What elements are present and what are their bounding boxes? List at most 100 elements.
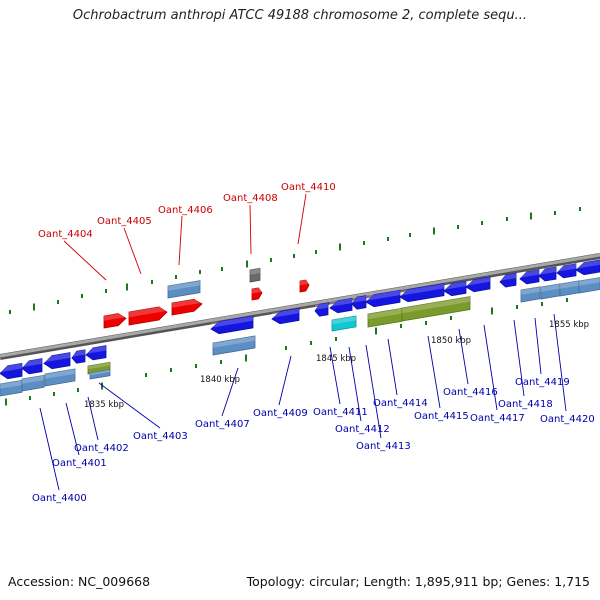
gene-steel[interactable] <box>0 379 23 397</box>
gene-red[interactable] <box>251 287 263 301</box>
tick-mark <box>285 346 287 350</box>
gene-steel[interactable] <box>540 283 561 300</box>
gene-olive[interactable] <box>401 296 471 322</box>
gene-steel[interactable] <box>21 374 45 392</box>
gene-steel[interactable] <box>520 286 541 303</box>
tick-mark <box>375 327 377 335</box>
gene-label[interactable]: Oant_4415 <box>414 411 469 422</box>
gene-red[interactable] <box>103 312 127 329</box>
kbp-label: 1840 kbp <box>200 375 240 385</box>
tick-mark <box>579 207 581 211</box>
gene-olive[interactable] <box>367 307 403 328</box>
tick-mark <box>33 303 35 311</box>
label-leader-line <box>553 313 567 412</box>
kbp-label: 1850 kbp <box>431 336 471 346</box>
label-leader-line <box>98 382 161 429</box>
tick-mark <box>199 270 201 274</box>
tick-mark <box>516 305 518 309</box>
gene-label[interactable]: Oant_4408 <box>223 193 278 204</box>
gene-label[interactable]: Oant_4418 <box>498 399 553 410</box>
gene-blue[interactable] <box>0 362 23 380</box>
gene-gray[interactable] <box>249 267 261 283</box>
tick-mark <box>425 321 427 325</box>
tick-mark <box>105 289 107 293</box>
gene-label[interactable]: Oant_4403 <box>133 431 188 442</box>
chromosome-strand <box>0 253 600 360</box>
gene-label[interactable]: Oant_4416 <box>443 387 498 398</box>
gene-label[interactable]: Oant_4400 <box>32 493 87 504</box>
gene-steel[interactable] <box>212 335 256 356</box>
label-leaders <box>39 193 567 491</box>
label-leader-line <box>483 324 498 411</box>
gene-red[interactable] <box>299 279 310 293</box>
gene-steel[interactable] <box>89 369 111 380</box>
tick-mark <box>126 283 128 291</box>
tick-mark <box>554 211 556 215</box>
gene-blue[interactable] <box>365 289 401 308</box>
gene-blue[interactable] <box>465 276 491 293</box>
gene-blue[interactable] <box>271 307 300 325</box>
kbp-label: 1855 kbp <box>549 320 589 330</box>
gene-label[interactable]: Oant_4404 <box>38 229 93 240</box>
tick-mark <box>175 275 177 279</box>
label-leader-line <box>65 402 80 456</box>
tick-mark <box>481 221 483 225</box>
gene-label[interactable]: Oant_4405 <box>97 216 152 227</box>
tick-mark <box>530 212 532 220</box>
gene-label[interactable]: Oant_4412 <box>335 424 390 435</box>
gene-label[interactable]: Oant_4402 <box>74 443 129 454</box>
label-leader-line <box>123 227 142 275</box>
gene-label[interactable]: Oant_4407 <box>195 419 250 430</box>
label-leader-line <box>87 396 99 441</box>
tick-mark <box>81 294 83 298</box>
gene-blue[interactable] <box>43 352 71 370</box>
gene-label[interactable]: Oant_4414 <box>373 398 428 409</box>
tick-mark <box>220 360 222 364</box>
tick-mark <box>9 310 11 314</box>
gene-blue[interactable] <box>399 283 445 303</box>
gene-label[interactable]: Oant_4409 <box>253 408 308 419</box>
tick-mark <box>457 225 459 229</box>
tick-mark <box>335 337 337 341</box>
gene-blue[interactable] <box>351 295 367 310</box>
gene-label[interactable]: Oant_4419 <box>515 377 570 388</box>
tick-mark <box>195 364 197 368</box>
label-leader-line <box>297 193 307 245</box>
kbp-label: 1835 kbp <box>84 400 124 410</box>
gene-blue[interactable] <box>499 272 517 288</box>
gene-steel[interactable] <box>559 280 580 297</box>
gene-label[interactable]: Oant_4401 <box>52 458 107 469</box>
gene-red[interactable] <box>128 305 168 326</box>
gene-blue[interactable] <box>85 345 107 361</box>
tick-mark <box>541 302 543 306</box>
tick-mark <box>151 280 153 284</box>
gene-label[interactable]: Oant_4413 <box>356 441 411 452</box>
tick-mark <box>450 316 452 320</box>
gene-red[interactable] <box>171 297 203 316</box>
tick-mark <box>491 307 493 315</box>
gene-cyan[interactable] <box>331 315 357 332</box>
gene-blue[interactable] <box>556 263 577 279</box>
gene-label[interactable]: Oant_4411 <box>313 407 368 418</box>
gene-label[interactable]: Oant_4410 <box>281 182 336 193</box>
gene-steel[interactable] <box>44 368 76 387</box>
gene-label[interactable]: Oant_4417 <box>470 413 525 424</box>
gene-blue[interactable] <box>210 315 254 335</box>
gene-blue[interactable] <box>314 302 329 317</box>
gene-blue[interactable] <box>538 266 557 282</box>
label-leader-line <box>513 319 525 397</box>
gene-label[interactable]: Oant_4420 <box>540 414 595 425</box>
gene-blue[interactable] <box>71 349 86 364</box>
tick-mark <box>310 341 312 345</box>
gene-labels: Oant_4400 Oant_4401 Oant_4402 Oant_4403 Oant… <box>32 182 595 504</box>
gene-steel[interactable] <box>578 277 600 294</box>
gene-label[interactable]: Oant_4406 <box>158 205 213 216</box>
label-leader-line <box>221 367 239 417</box>
tick-mark <box>5 398 7 406</box>
gene-blue[interactable] <box>21 358 43 375</box>
gene-steel[interactable] <box>167 280 201 299</box>
tick-mark <box>387 237 389 241</box>
gene-blue[interactable] <box>575 259 600 276</box>
label-leader-line <box>387 338 398 396</box>
